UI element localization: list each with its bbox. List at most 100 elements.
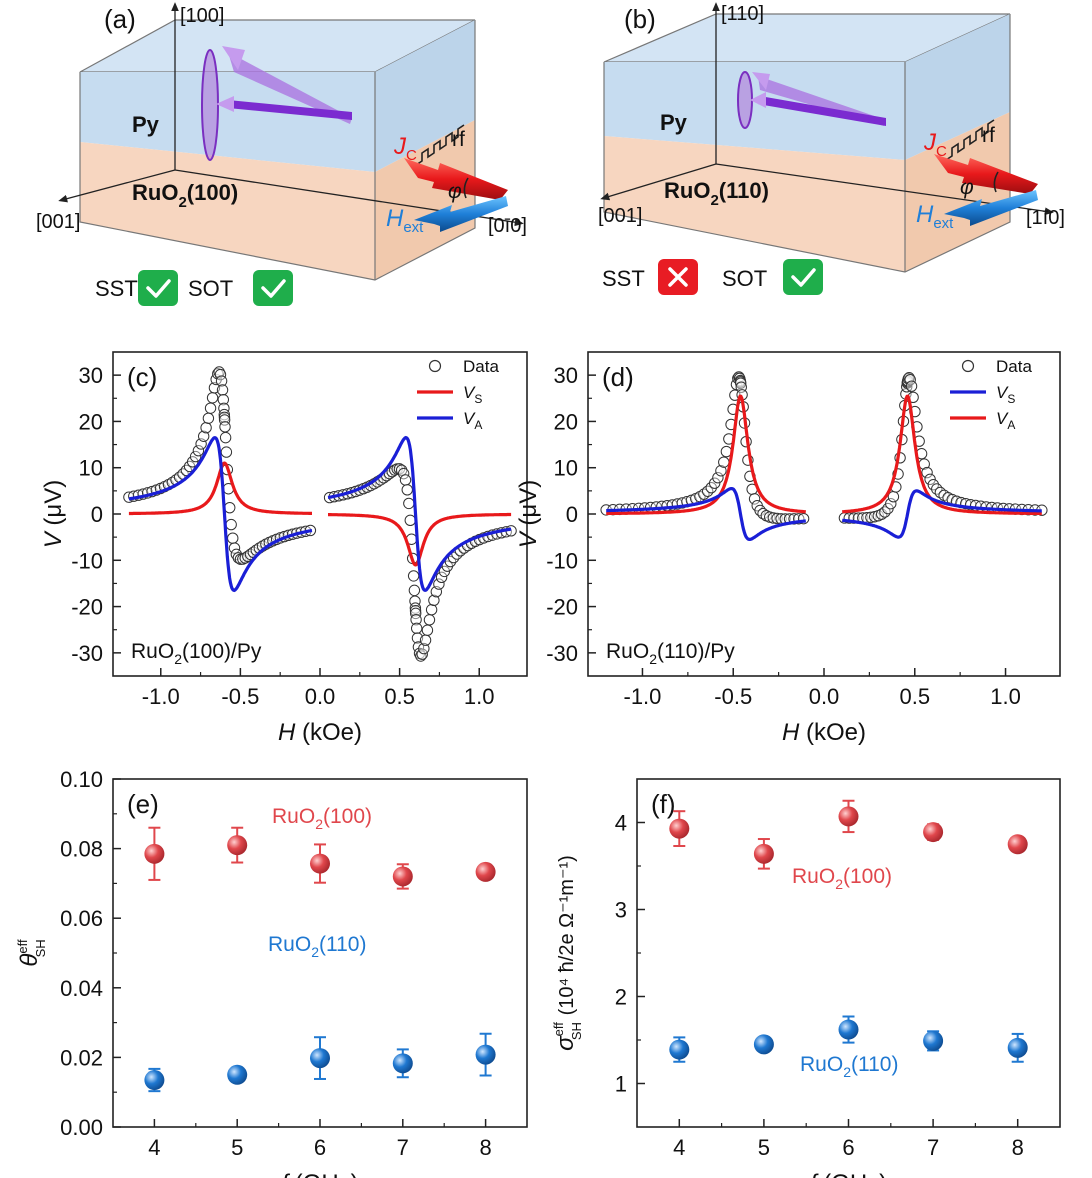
x-axis-label: H (kOe) xyxy=(782,719,866,746)
jc-arrow-b xyxy=(934,154,1038,194)
data-point xyxy=(410,622,423,635)
y-tick-label: 1 xyxy=(615,1072,627,1097)
data-point xyxy=(748,493,761,505)
y-tick-label: 10 xyxy=(79,456,103,481)
data-point xyxy=(227,532,239,544)
x-tick-label: 4 xyxy=(673,1135,685,1160)
data-point xyxy=(475,861,496,882)
x-tick-label: 5 xyxy=(758,1135,770,1160)
y-tick-label: 0.00 xyxy=(60,1115,103,1140)
x-tick-label: 6 xyxy=(842,1135,854,1160)
axis-right-label-b: [1ī0] xyxy=(1026,207,1065,229)
axis-left-label-b: [001] xyxy=(598,205,642,227)
data-point xyxy=(197,430,210,442)
data-point xyxy=(1007,1037,1028,1058)
ruo2-layer-side xyxy=(375,120,475,280)
chart-d: -1.0 -0.5 0.0 0.5 1.0 -30 -20 -10 0 10 20 30 H (kOe)… xyxy=(515,351,1061,746)
sot-check-badge-a xyxy=(253,270,293,306)
jc-arrow-a xyxy=(404,158,508,200)
data-point xyxy=(712,471,724,484)
x-tick-label: 1.0 xyxy=(990,684,1021,709)
data-point xyxy=(219,431,232,444)
data-point xyxy=(421,624,434,636)
x-tick-label: 8 xyxy=(1012,1135,1024,1160)
panel-label: (e) xyxy=(127,789,159,819)
series-label: RuO2(100) xyxy=(792,865,892,892)
rf-wave-a xyxy=(415,124,465,166)
data-point xyxy=(392,866,413,887)
series-label: RuO2(110) xyxy=(800,1053,898,1080)
data-point xyxy=(921,466,933,479)
sample-label: RuO2(110)/Py xyxy=(606,640,735,667)
legend-series-label: VA xyxy=(463,409,482,432)
data-point xyxy=(215,375,228,387)
data-point xyxy=(399,474,412,486)
panel-label: (d) xyxy=(602,362,634,392)
x-axis-label: f (GHz) xyxy=(810,1170,887,1178)
y-axis-label: V (μV) xyxy=(515,480,542,549)
data-point xyxy=(220,446,233,458)
legend-series-label: VS xyxy=(996,383,1015,406)
symmetric-fit-line xyxy=(606,394,806,516)
symmetric-fit-line xyxy=(842,394,1042,516)
panel-label-b: (b) xyxy=(624,4,656,34)
data-point xyxy=(838,1019,859,1040)
data-point xyxy=(669,818,690,839)
y-tick-label: -10 xyxy=(546,548,578,573)
y-tick-label: 10 xyxy=(554,456,578,481)
check-icon xyxy=(261,279,286,298)
data-point xyxy=(753,843,774,864)
data-point xyxy=(144,1070,165,1091)
x-axis-label: H (kOe) xyxy=(278,719,362,746)
hext-label-b: Hext xyxy=(916,201,954,232)
data-point xyxy=(189,450,202,463)
data-point xyxy=(204,402,217,414)
sample-label: RuO2(100)/Py xyxy=(131,640,262,667)
diagram-b: (b) [110] [001] [1ī0] Py RuO2(110) JC rf… xyxy=(598,2,1065,295)
panel-label-a: (a) xyxy=(104,4,136,34)
data-point xyxy=(310,853,330,874)
rf-label-a: rf xyxy=(452,128,465,151)
data-point xyxy=(225,518,237,531)
y-tick-label: 30 xyxy=(79,363,103,388)
rf-wave-b xyxy=(945,119,995,161)
axis-up-label-a: [100] xyxy=(180,5,224,27)
sot-check-badge-b xyxy=(783,259,823,295)
data-point xyxy=(404,514,416,527)
y-tick-label: 4 xyxy=(615,811,627,836)
axis-left-label-a: [001] xyxy=(36,211,80,233)
diagram-a: (a) [100] [001] [0ī0] Py RuO2(100) JC rf… xyxy=(36,2,527,306)
data-point xyxy=(217,393,230,406)
check-badge-bg xyxy=(783,259,823,295)
legend-data-label: Data xyxy=(463,357,499,376)
data-point xyxy=(771,512,783,525)
series-label: RuO2(100) xyxy=(272,805,372,832)
data-point xyxy=(838,806,859,827)
magnetization-arrow-a1 xyxy=(228,52,352,124)
x-tick-label: 5 xyxy=(231,1135,243,1160)
x-tick-label: -0.5 xyxy=(221,684,259,709)
panel-label: (f) xyxy=(651,789,676,819)
data-point xyxy=(392,1053,413,1074)
x-tick-label: 4 xyxy=(148,1135,160,1160)
check-icon xyxy=(791,268,816,287)
data-point xyxy=(144,843,165,864)
y-tick-label: 0.02 xyxy=(60,1045,103,1070)
data-point xyxy=(224,501,236,514)
data-point xyxy=(206,392,219,404)
precession-cone-b xyxy=(737,71,753,129)
x-tick-label: -0.5 xyxy=(714,684,752,709)
data-point xyxy=(200,422,212,434)
data-series-group xyxy=(838,372,1048,524)
data-point xyxy=(669,1039,690,1060)
y-tick-label: -30 xyxy=(546,641,578,666)
y-axis-label: σeff SH (10⁴ ħ/2e Ω⁻¹m⁻¹) xyxy=(551,855,584,1051)
x-axis-label: f (GHz) xyxy=(281,1170,358,1178)
data-point xyxy=(887,491,900,503)
data-point xyxy=(403,497,415,510)
data-point xyxy=(216,384,229,396)
data-point xyxy=(753,1034,774,1055)
data-point xyxy=(475,1044,496,1065)
hext-label-a: Hext xyxy=(386,205,424,236)
